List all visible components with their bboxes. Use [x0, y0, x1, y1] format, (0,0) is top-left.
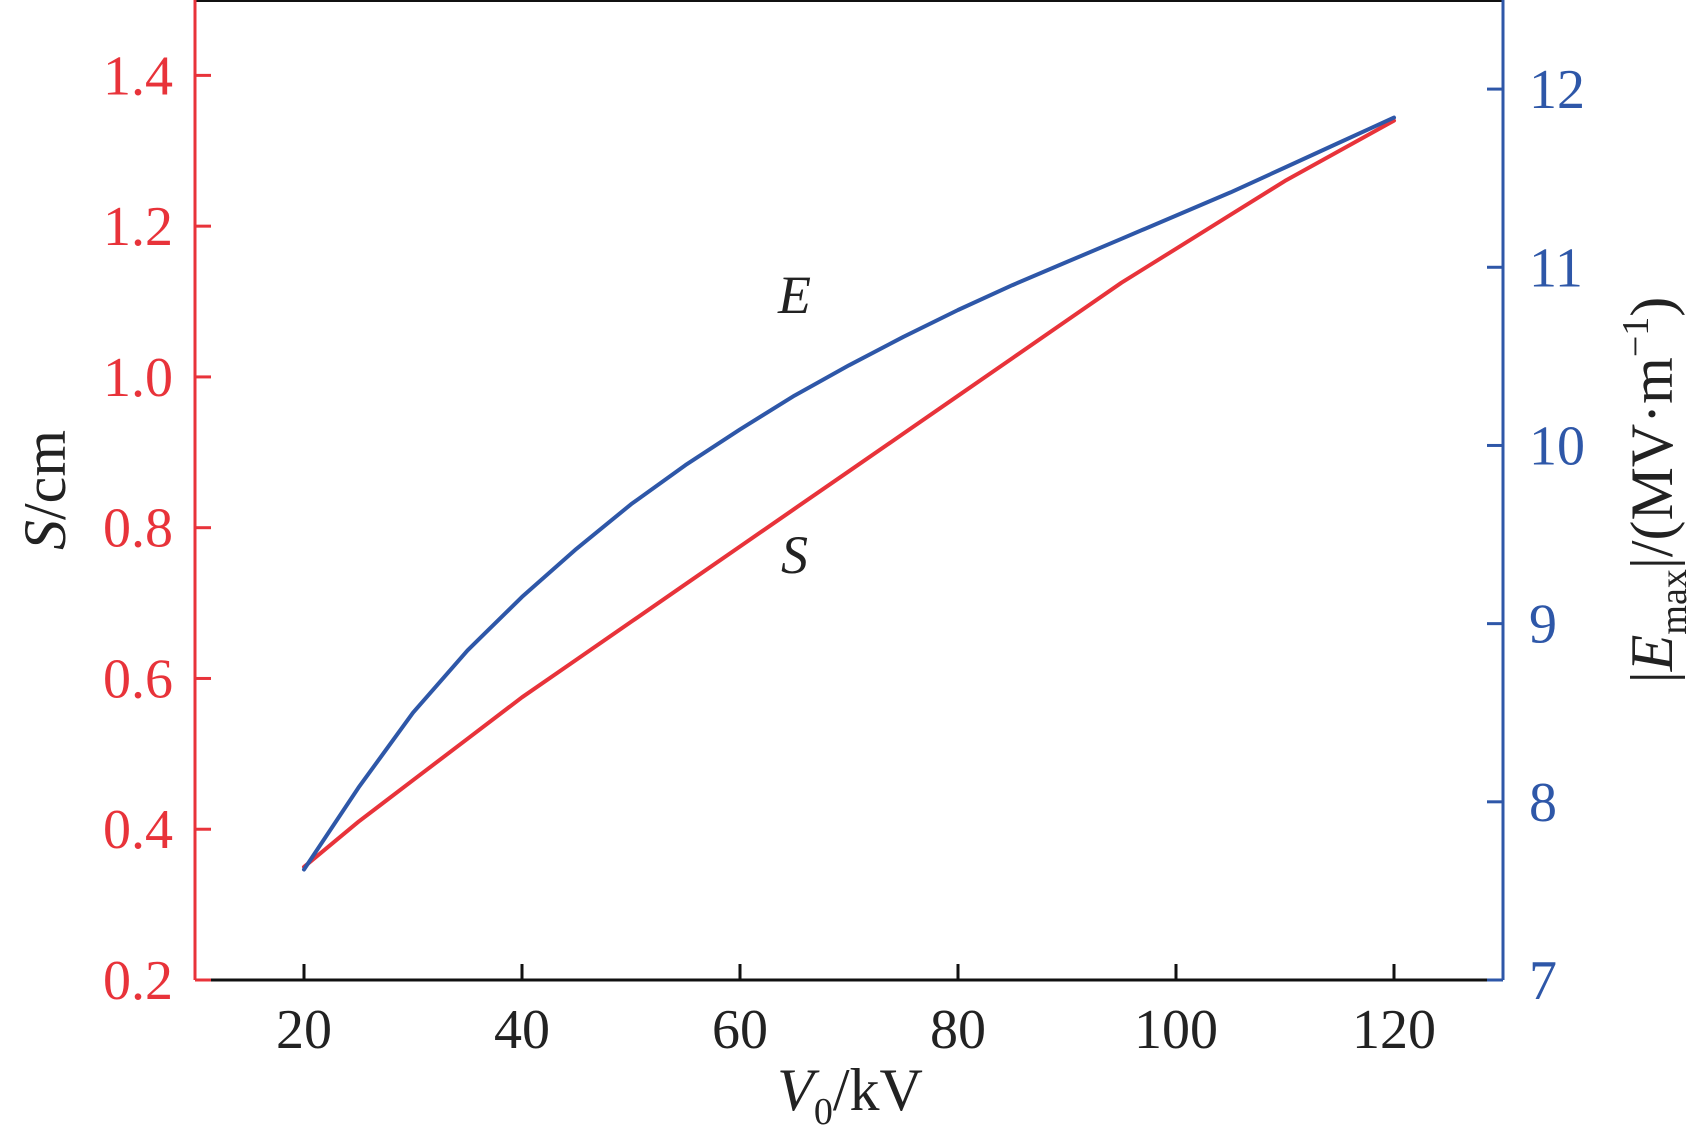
- right-y-axis-superscript: −1: [1615, 317, 1657, 357]
- right-y-axis-open: |: [1619, 671, 1685, 683]
- x-tick-label: 20: [276, 999, 332, 1061]
- x-tick-label: 60: [712, 999, 768, 1061]
- series-line-e: [302, 115, 1396, 872]
- right-y-axis-unit: |/(MV·m: [1619, 357, 1685, 569]
- x-tick-label: 40: [494, 999, 550, 1061]
- right-y-axis-ticks: 7 8 9 10 11 12: [1487, 59, 1585, 1012]
- left-y-tick-label: 1.2: [103, 196, 173, 258]
- right-y-axis-symbol: E: [1619, 635, 1685, 673]
- right-y-tick-label: 7: [1529, 950, 1557, 1012]
- right-y-tick-label: 10: [1529, 415, 1585, 477]
- left-y-axis-ticks: 0.2 0.4 0.6 0.8 1.0 1.2 1.4: [103, 45, 211, 1012]
- curve-label-s: S: [781, 525, 808, 585]
- right-y-axis-title: |Emax|/(MV·m−1): [1615, 297, 1695, 684]
- right-y-tick-label: 12: [1529, 59, 1585, 121]
- right-y-axis-tail: ): [1619, 297, 1685, 317]
- left-y-axis-title: S/cm: [12, 430, 78, 550]
- right-y-tick-label: 9: [1529, 594, 1557, 656]
- curve-labels: ES: [777, 265, 811, 585]
- x-axis-ticks: 20 40 60 80 100 120: [276, 964, 1436, 1061]
- curve-label-e: E: [777, 265, 811, 325]
- series-line-s: [302, 118, 1396, 869]
- right-y-axis-subscript: max: [1653, 569, 1695, 634]
- x-axis-title: V0/kV: [777, 1057, 923, 1133]
- right-y-tick-label: 8: [1529, 772, 1557, 834]
- left-y-tick-label: 1.4: [103, 45, 173, 107]
- x-tick-label: 120: [1352, 999, 1436, 1061]
- x-tick-label: 100: [1134, 999, 1218, 1061]
- left-y-tick-label: 0.2: [103, 950, 173, 1012]
- left-y-tick-label: 0.4: [103, 799, 173, 861]
- left-y-axis-symbol: S: [12, 520, 78, 550]
- x-axis-subscript: 0: [814, 1091, 833, 1133]
- x-axis-unit: /kV: [833, 1057, 923, 1123]
- left-y-tick-label: 0.8: [103, 498, 173, 560]
- left-y-axis-unit: /cm: [12, 430, 78, 520]
- x-tick-label: 80: [930, 999, 986, 1061]
- series-layer: [302, 115, 1396, 872]
- x-axis-symbol: V: [777, 1057, 820, 1123]
- right-y-tick-label: 11: [1529, 237, 1583, 299]
- left-y-tick-label: 0.6: [103, 648, 173, 710]
- left-y-tick-label: 1.0: [103, 347, 173, 409]
